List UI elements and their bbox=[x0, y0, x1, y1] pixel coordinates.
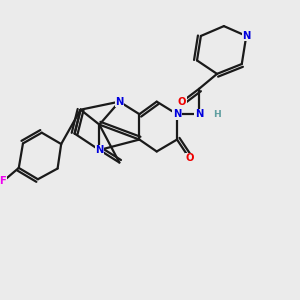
Text: N: N bbox=[115, 97, 124, 106]
Text: H: H bbox=[213, 110, 221, 119]
Text: O: O bbox=[178, 97, 186, 106]
Text: N: N bbox=[242, 31, 250, 41]
Text: O: O bbox=[185, 153, 194, 164]
Text: N: N bbox=[95, 145, 103, 155]
Text: N: N bbox=[173, 109, 181, 119]
Text: N: N bbox=[195, 109, 203, 119]
Text: F: F bbox=[0, 176, 6, 186]
